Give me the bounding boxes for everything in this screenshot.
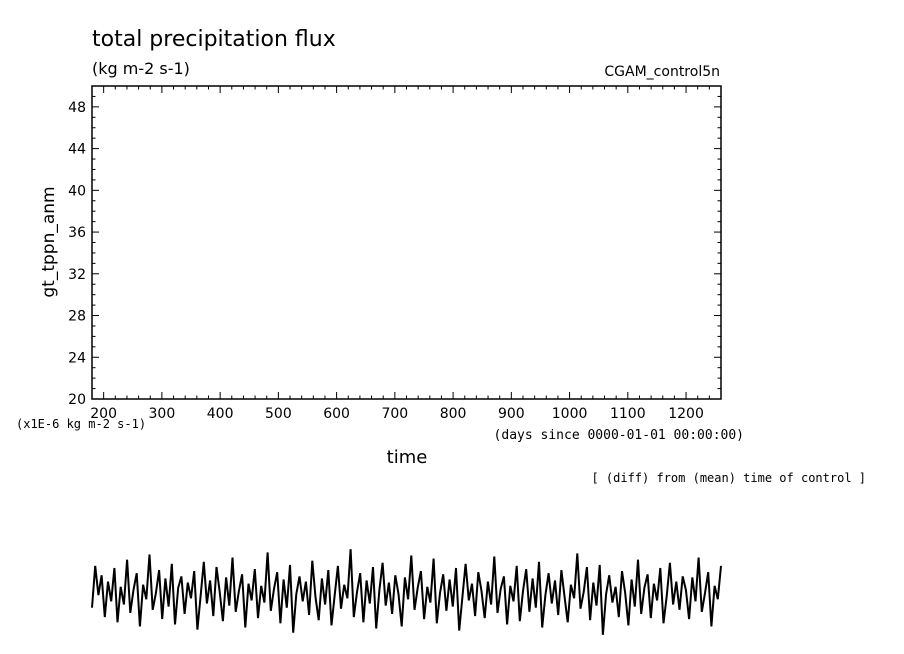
y-scale-note: (x1E-6 kg m-2 s-1) [16,417,146,431]
x-tick-label: 1200 [668,406,704,422]
x-tick-label: 1000 [552,406,588,422]
x-tick-label: 600 [323,406,350,422]
series-line [91,549,722,635]
x-tick-label: 700 [381,406,408,422]
y-tick-label: 40 [68,183,86,199]
x-tick-label: 200 [90,406,117,422]
footnote: [ (diff) from (mean) time of control ] [591,471,866,485]
x-units-label: (days since 0000-01-01 00:00:00) [494,428,744,443]
chart-title: total precipitation flux [92,27,336,52]
y-tick-label: 48 [68,100,86,116]
x-tick-label: 500 [265,406,292,422]
x-tick-label: 300 [149,406,176,422]
y-axis: 20 24 28 32 36 40 44 48 [68,85,721,408]
x-tick-label: 400 [207,406,234,422]
y-tick-label: 36 [68,225,86,241]
y-tick-label: 24 [68,350,86,366]
y-axis-label: gt_tppn_anm [39,186,59,297]
x-tick-label: 1100 [610,406,646,422]
y-tick-label: 44 [68,142,86,158]
chart-units: (kg m-2 s-1) [92,59,190,78]
plot-frame [91,85,722,400]
y-tick-label: 20 [68,392,86,408]
y-tick-label: 32 [68,267,86,283]
x-axis-label: time [387,447,428,468]
x-tick-label: 800 [440,406,467,422]
x-axis: 200 300 400 500 600 700 800 900 1000 1100 1200 [90,86,722,422]
x-tick-label: 900 [498,406,525,422]
y-tick-label: 28 [68,309,86,325]
run-label: CGAM_control5n [604,64,720,80]
